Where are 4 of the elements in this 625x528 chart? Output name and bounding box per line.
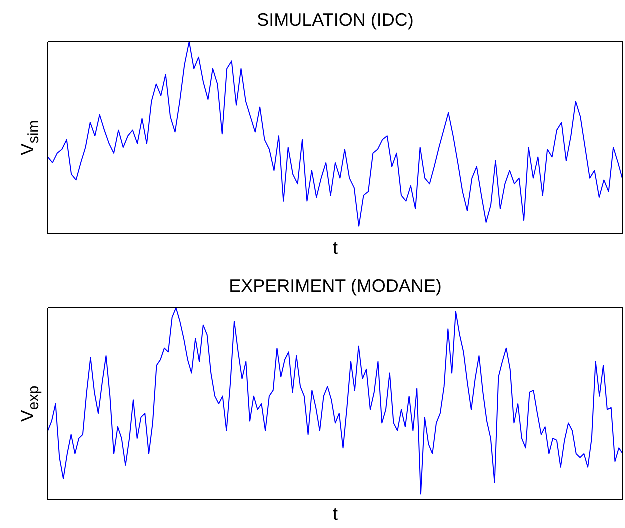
x-axis-title: t bbox=[332, 238, 339, 259]
chart-title: SIMULATION (IDC) bbox=[256, 10, 415, 31]
chart-title: EXPERIMENT (MODANE) bbox=[228, 276, 443, 297]
x-axis-title: t bbox=[332, 504, 339, 525]
